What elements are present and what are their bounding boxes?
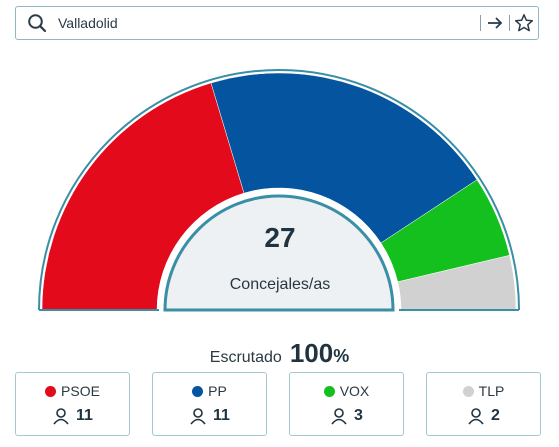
total-seats: 27 xyxy=(264,222,296,253)
party-color-dot xyxy=(45,385,57,397)
party-color-dot xyxy=(323,385,335,397)
scrutiny-value: 100 xyxy=(289,338,334,368)
party-color-dot xyxy=(462,385,474,397)
search-divider xyxy=(480,15,481,31)
person-icon xyxy=(189,407,207,425)
party-seats: 2 xyxy=(491,407,500,424)
party-card[interactable]: TLP 2 xyxy=(426,372,541,436)
total-seats-label: Concejales/as xyxy=(229,276,331,293)
party-card[interactable]: PSOE 11 xyxy=(15,372,130,436)
star-icon[interactable] xyxy=(510,9,538,37)
party-name: TLP xyxy=(478,383,505,399)
party-name: PP xyxy=(208,383,227,399)
person-icon xyxy=(467,407,485,425)
scrutiny: Escrutado 100 % xyxy=(0,338,559,369)
hemicycle-svg xyxy=(38,69,520,312)
hemicycle-outline xyxy=(38,69,520,311)
party-card[interactable]: VOX 3 xyxy=(289,372,404,436)
party-seats: 3 xyxy=(354,407,363,424)
search-input[interactable] xyxy=(52,14,480,32)
hemicycle-chart: 27 Concejales/as xyxy=(38,69,520,312)
search-divider xyxy=(509,15,510,31)
party-card[interactable]: PP 11 xyxy=(152,372,267,436)
person-icon xyxy=(330,407,348,425)
party-name: PSOE xyxy=(61,383,100,399)
search-bar[interactable] xyxy=(15,6,539,40)
party-seats: 11 xyxy=(76,407,93,424)
party-seats: 11 xyxy=(213,407,230,424)
person-icon xyxy=(52,407,70,425)
party-color-dot xyxy=(192,385,204,397)
arrow-right-icon[interactable] xyxy=(481,9,509,37)
search-icon[interactable] xyxy=(22,8,52,38)
inner-semicircle xyxy=(163,194,395,312)
party-name: VOX xyxy=(339,383,370,399)
scrutiny-label: Escrutado xyxy=(209,349,282,366)
scrutiny-unit: % xyxy=(333,346,350,366)
